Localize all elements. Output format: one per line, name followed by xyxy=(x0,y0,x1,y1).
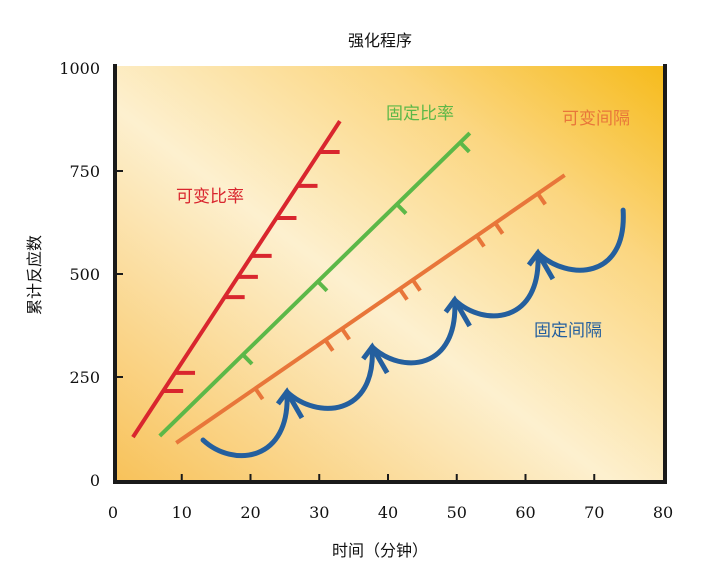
x-tick-label: 20 xyxy=(240,503,260,522)
label-fixed-interval: 固定间隔 xyxy=(534,321,602,341)
x-tick-label: 50 xyxy=(447,503,467,522)
x-tick-label: 0 xyxy=(108,503,118,522)
label-variable-interval: 可变间隔 xyxy=(562,109,630,129)
reinforcement-mark xyxy=(493,221,505,235)
series-line-1 xyxy=(158,131,472,438)
y-tick-label: 1000 xyxy=(59,59,100,78)
reinforcement-mark xyxy=(316,280,329,293)
reinforcement-mark xyxy=(475,234,486,248)
x-axis-label: 时间（分钟） xyxy=(332,541,428,560)
reinforcement-mark xyxy=(395,202,408,215)
fixed-interval-scallop xyxy=(200,389,290,459)
reinforcement-mark xyxy=(340,327,351,341)
reinforcement-mark xyxy=(411,278,422,292)
x-tick-label: 70 xyxy=(584,503,604,522)
reinforcement-mark xyxy=(398,287,409,301)
fixed-interval-scallop xyxy=(452,250,541,319)
y-tick-label: 250 xyxy=(69,368,100,387)
fixed-interval-scallop xyxy=(535,207,626,273)
series-line-2 xyxy=(175,173,566,445)
chart-title: 强化程序 xyxy=(348,31,412,50)
y-axis-label: 累计反应数 xyxy=(25,235,44,315)
reinforcement-mark xyxy=(253,387,265,401)
reinforcement-mark xyxy=(241,353,254,366)
reinforcement-mark xyxy=(536,192,547,206)
series-line-0 xyxy=(131,120,342,439)
x-tick-label: 10 xyxy=(172,503,192,522)
label-variable-ratio: 可变比率 xyxy=(176,187,244,207)
x-tick-label: 60 xyxy=(515,503,535,522)
x-tick-label: 40 xyxy=(378,503,398,522)
fixed-interval-scallop xyxy=(284,344,375,411)
y-tick-label: 750 xyxy=(69,162,100,181)
x-tick-label: 80 xyxy=(653,503,673,522)
label-fixed-ratio: 固定比率 xyxy=(386,104,454,124)
x-tick-label: 30 xyxy=(309,503,329,522)
fixed-interval-scallop xyxy=(369,297,458,366)
y-tick-label: 0 xyxy=(90,471,100,490)
plot-area xyxy=(115,66,663,480)
reinforcement-mark xyxy=(458,141,471,154)
y-tick-label: 500 xyxy=(69,265,100,284)
reinforcement-mark xyxy=(323,338,335,352)
